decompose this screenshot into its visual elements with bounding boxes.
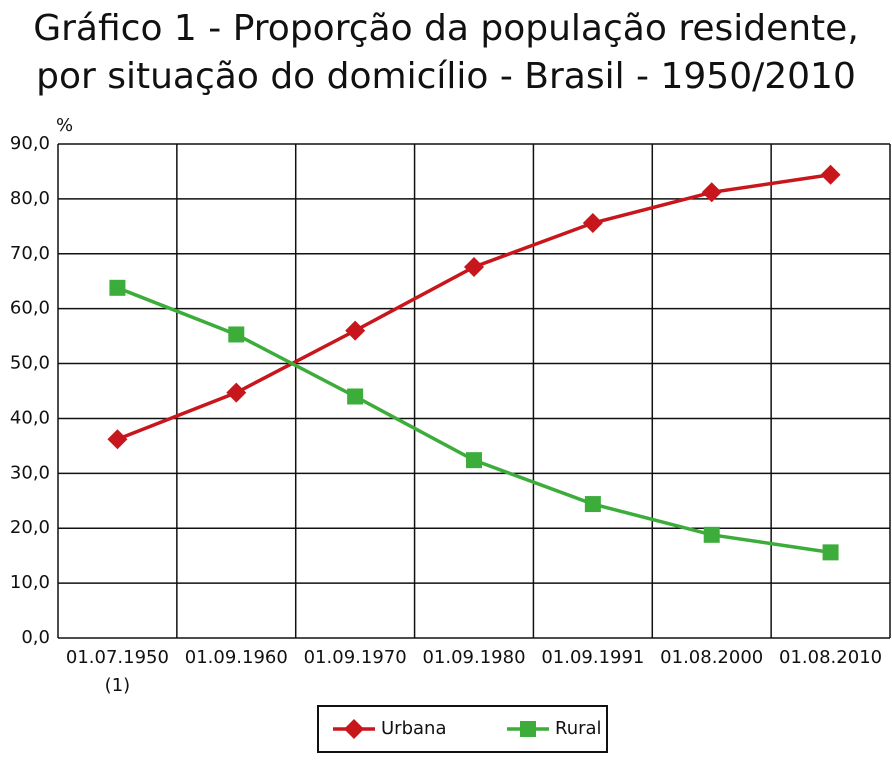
data-point [466, 452, 482, 469]
x-tick-label: 01.08.2010 [779, 647, 882, 668]
data-point [107, 429, 128, 450]
chart-title: Gráfico 1 - Proporção da população resid… [33, 8, 859, 49]
x-tick-label: 01.09.1970 [304, 647, 407, 668]
legend-marker [520, 721, 536, 737]
chart-title: por situação do domicílio - Brasil - 195… [36, 56, 856, 97]
data-point [703, 526, 720, 543]
legend-label: Urbana [381, 718, 446, 739]
y-tick-label: 50,0 [10, 353, 50, 374]
data-point [347, 388, 364, 405]
y-tick-label: 90,0 [10, 133, 50, 154]
x-tick-label: 01.09.1960 [185, 647, 288, 668]
x-tick-note: (1) [105, 675, 131, 696]
data-point [345, 320, 366, 341]
y-tick-label: 10,0 [10, 572, 50, 593]
y-tick-label: 20,0 [10, 517, 50, 538]
y-tick-label: 40,0 [10, 407, 50, 428]
x-tick-label: 01.07.1950 [66, 647, 169, 668]
series-line [116, 286, 831, 555]
y-tick-label: 70,0 [10, 243, 50, 264]
data-point [584, 496, 601, 513]
y-tick-label: 0,0 [21, 627, 50, 648]
x-tick-label: 01.08.2000 [660, 647, 763, 668]
data-point [701, 182, 722, 203]
legend-marker [344, 719, 364, 739]
data-point [109, 279, 126, 296]
x-tick-label: 01.09.1980 [422, 647, 525, 668]
y-tick-label: 60,0 [10, 298, 50, 319]
x-tick-label: 01.09.1991 [541, 647, 644, 668]
data-point [228, 326, 245, 343]
data-point [820, 164, 841, 185]
y-tick-label: 80,0 [10, 188, 50, 209]
legend-label: Rural [555, 718, 602, 739]
series-line [116, 173, 831, 441]
data-point [582, 213, 603, 234]
y-axis-label: % [56, 115, 73, 136]
data-point [464, 256, 484, 277]
data-point [822, 544, 839, 561]
data-point [226, 382, 247, 403]
y-tick-label: 30,0 [10, 462, 50, 483]
